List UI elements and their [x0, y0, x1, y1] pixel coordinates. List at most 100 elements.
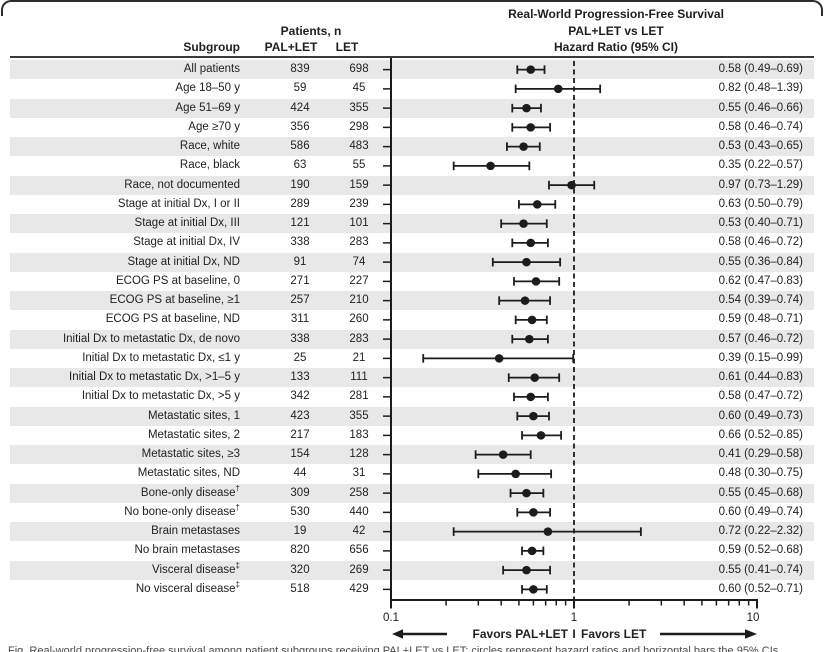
n-pal-let: 424 — [290, 101, 310, 114]
hr-ci-text: 0.48 (0.30–0.75) — [718, 467, 803, 480]
subgroup-label: Metastatic sites, ND — [137, 467, 240, 480]
figure-title: Real-World Progression-Free Survival PAL… — [430, 6, 802, 56]
subgroup-row: Age 51–69 y 424 355 0.55 (0.46–0.66) — [10, 98, 814, 118]
subgroup-row: Initial Dx to metastatic Dx, >1–5 y 133 11… — [10, 368, 814, 388]
subgroup-row: Stage at initial Dx, IV 338 283 0.58 (0.46–… — [10, 233, 814, 252]
subgroup-row: No visceral disease‡ 518 429 0.60 (0.52–0.7… — [10, 580, 814, 599]
footnote-marker: † — [235, 483, 240, 493]
subgroup-label: Initial Dx to metastatic Dx, de novo — [62, 332, 240, 345]
n-let: 355 — [349, 101, 369, 114]
n-let: 656 — [349, 544, 369, 557]
n-let: 483 — [349, 140, 369, 152]
header-rule — [10, 56, 814, 58]
x-axis-tick-label: 10 — [747, 612, 760, 624]
subgroup-row: Visceral disease‡ 320 269 0.55 (0.41–0.74) — [10, 560, 814, 580]
subgroup-row: Age 18–50 y 59 45 0.82 (0.48–1.39) — [10, 79, 814, 98]
n-let: 159 — [349, 178, 369, 191]
n-let: 101 — [349, 217, 369, 229]
n-pal-let: 121 — [290, 217, 310, 229]
favors-left-arrow-head — [392, 629, 403, 639]
footnote-marker: ‡ — [235, 560, 240, 570]
favors-right-arrow-head — [745, 629, 757, 639]
subgroup-row: Age ≥70 y 356 298 0.58 (0.46–0.74) — [10, 118, 814, 137]
n-let: 210 — [349, 294, 369, 306]
subgroup-label: Stage at initial Dx, ND — [127, 255, 241, 268]
subgroup-label: Race, not documented — [124, 178, 240, 191]
subgroup-row: Bone-only disease† 309 258 0.55 (0.45–0.68) — [10, 483, 814, 503]
hr-ci-text: 0.59 (0.52–0.68) — [718, 544, 803, 557]
subgroup-row: No brain metastases 820 656 0.59 (0.52–0.68… — [10, 541, 814, 560]
subgroup-label: Age 51–69 y — [175, 101, 240, 114]
subgroup-row: Stage at initial Dx, I or II 289 239 0.63 (… — [10, 195, 814, 214]
n-let: 283 — [349, 332, 369, 345]
subgroup-row: Stage at initial Dx, ND 91 74 0.55 (0.36–0.… — [10, 252, 814, 272]
n-pal-let: 423 — [290, 409, 310, 422]
footnote-marker: † — [235, 502, 240, 512]
subgroup-row: Metastatic sites, 2 217 183 0.66 (0.52–0.85… — [10, 426, 814, 445]
subgroup-row: Initial Dx to metastatic Dx, de novo 338 2… — [10, 329, 814, 349]
cropped-caption: Fig. Real-world progression-free surviva… — [8, 645, 779, 652]
subgroup-label: Metastatic sites, 1 — [147, 409, 240, 422]
subgroup-row: All patients 839 698 0.58 (0.49–0.69) — [10, 60, 814, 80]
subgroup-label: Metastatic sites, 2 — [147, 428, 240, 441]
n-pal-let: 91 — [293, 255, 307, 268]
n-let: 21 — [352, 351, 366, 364]
subgroup-label: Brain metastases — [151, 525, 240, 537]
n-let: 45 — [352, 82, 366, 95]
hr-ci-text: 0.55 (0.45–0.68) — [718, 486, 803, 499]
n-let: 31 — [352, 467, 366, 480]
n-pal-let: 154 — [290, 448, 310, 460]
n-let: 281 — [349, 390, 369, 403]
n-pal-let: 342 — [290, 390, 310, 403]
n-pal-let: 19 — [293, 525, 307, 537]
hr-ci-text: 0.58 (0.46–0.74) — [718, 120, 803, 133]
hr-ci-text: 0.53 (0.43–0.65) — [718, 140, 803, 152]
hr-ci-text: 0.58 (0.47–0.72) — [718, 390, 803, 403]
n-pal-let: 190 — [290, 178, 310, 191]
subgroup-label: Stage at initial Dx, III — [134, 217, 240, 229]
hr-ci-text: 0.55 (0.41–0.74) — [718, 563, 803, 576]
n-let: 227 — [349, 274, 369, 287]
hr-ci-text: 0.59 (0.48–0.71) — [718, 313, 803, 326]
n-let: 258 — [349, 486, 369, 499]
n-pal-let: 217 — [290, 428, 310, 441]
subgroup-label: No bone-only disease† — [124, 502, 240, 518]
n-pal-let: 320 — [290, 563, 310, 576]
subgroup-label: Stage at initial Dx, I or II — [117, 197, 240, 210]
subgroup-row: Race, black 63 55 0.35 (0.22–0.57) — [10, 156, 814, 175]
subgroup-row: Metastatic sites, 1 423 355 0.60 (0.49–0.73… — [10, 406, 814, 426]
hr-ci-text: 0.54 (0.39–0.74) — [718, 294, 803, 306]
hr-ci-text: 0.72 (0.22–2.32) — [718, 525, 803, 537]
subgroup-row: Race, not documented 190 159 0.97 (0.73–1.2… — [10, 175, 814, 195]
hr-ci-text: 0.97 (0.73–1.29) — [718, 178, 803, 191]
subgroup-label: Initial Dx to metastatic Dx, >1–5 y — [69, 371, 240, 383]
subgroup-label: Race, black — [179, 159, 240, 172]
n-pal-let: 820 — [290, 544, 310, 557]
subgroup-rows: All patients 839 698 0.58 (0.49–0.69) Age 18… — [10, 60, 814, 599]
subgroup-label: Stage at initial Dx, IV — [133, 236, 240, 249]
n-pal-let: 59 — [293, 82, 307, 95]
title-line-1: Real-World Progression-Free Survival — [508, 7, 724, 21]
subgroup-label: Bone-only disease† — [140, 483, 240, 499]
subgroup-row: ECOG PS at baseline, 0 271 227 0.62 (0.47–0… — [10, 272, 814, 291]
subgroup-row: Stage at initial Dx, III 121 101 0.53 (0.40… — [10, 214, 814, 234]
x-axis-tick-label: 0.1 — [383, 612, 399, 624]
subgroup-label: ECOG PS at baseline, ≥1 — [109, 294, 240, 306]
n-let: 239 — [349, 197, 369, 210]
hr-ci-text: 0.58 (0.46–0.72) — [718, 236, 803, 249]
n-let: 111 — [350, 371, 368, 383]
n-let: 183 — [349, 428, 369, 441]
pal-let-column-header: PAL+LET — [264, 40, 318, 54]
subgroup-row: Metastatic sites, ≥3 154 128 0.41 (0.29–0.5… — [10, 445, 814, 465]
subgroup-label: Initial Dx to metastatic Dx, ≤1 y — [82, 351, 240, 364]
n-let: 128 — [349, 448, 369, 460]
subgroup-row: ECOG PS at baseline, ≥1 257 210 0.54 (0.39–… — [10, 291, 814, 311]
n-let: 260 — [349, 313, 369, 326]
subgroup-label: Visceral disease‡ — [152, 560, 240, 576]
n-pal-let: 839 — [290, 63, 310, 75]
n-let: 698 — [349, 63, 369, 75]
subgroup-label: No brain metastases — [134, 544, 240, 557]
n-pal-let: 518 — [290, 582, 310, 595]
subgroup-row: Brain metastases 19 42 0.72 (0.22–2.32) — [10, 522, 814, 542]
